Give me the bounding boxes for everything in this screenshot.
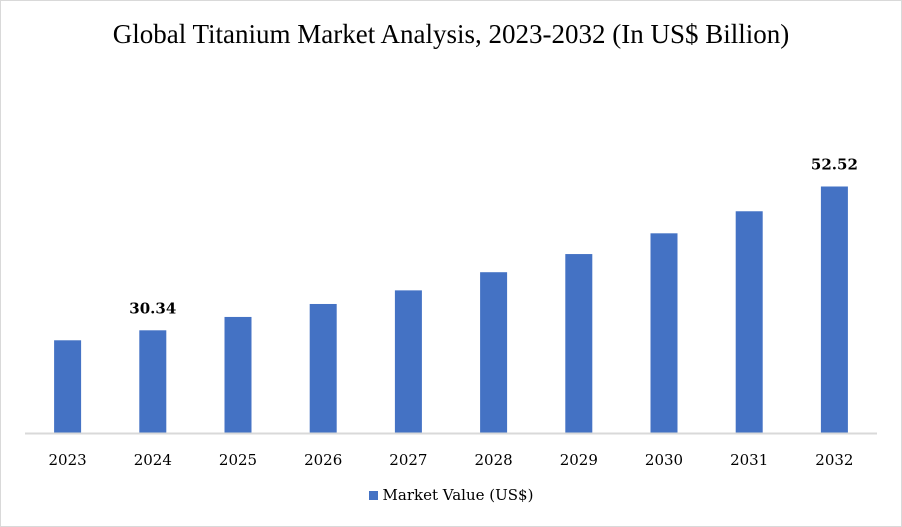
legend: Market Value (US$) bbox=[0, 486, 902, 504]
x-tick-label: 2030 bbox=[645, 451, 683, 469]
bar-2025 bbox=[224, 316, 252, 433]
bar-2029 bbox=[565, 254, 593, 433]
x-tick-label: 2032 bbox=[815, 451, 853, 469]
bar-2030 bbox=[650, 233, 678, 433]
bar-2031 bbox=[735, 211, 763, 433]
bar-2026 bbox=[309, 303, 337, 433]
bar-2028 bbox=[480, 272, 508, 433]
legend-label: Market Value (US$) bbox=[382, 486, 534, 504]
legend-swatch bbox=[368, 491, 378, 500]
x-tick-label: 2025 bbox=[219, 451, 257, 469]
x-tick-label: 2029 bbox=[560, 451, 598, 469]
data-label: 52.52 bbox=[811, 155, 858, 173]
bar-2032 bbox=[820, 186, 848, 433]
x-tick-label: 2024 bbox=[134, 451, 172, 469]
bar-2027 bbox=[394, 290, 422, 433]
chart-title: Global Titanium Market Analysis, 2023-20… bbox=[112, 19, 790, 49]
x-tick-label: 2031 bbox=[730, 451, 768, 469]
x-tick-label: 2026 bbox=[304, 451, 342, 469]
bar-2024 bbox=[139, 330, 167, 433]
bar-2023 bbox=[54, 340, 82, 433]
x-tick-label: 2027 bbox=[389, 451, 427, 469]
data-label: 30.34 bbox=[129, 299, 176, 317]
x-tick-label: 2023 bbox=[49, 451, 87, 469]
x-tick-label: 2028 bbox=[475, 451, 513, 469]
